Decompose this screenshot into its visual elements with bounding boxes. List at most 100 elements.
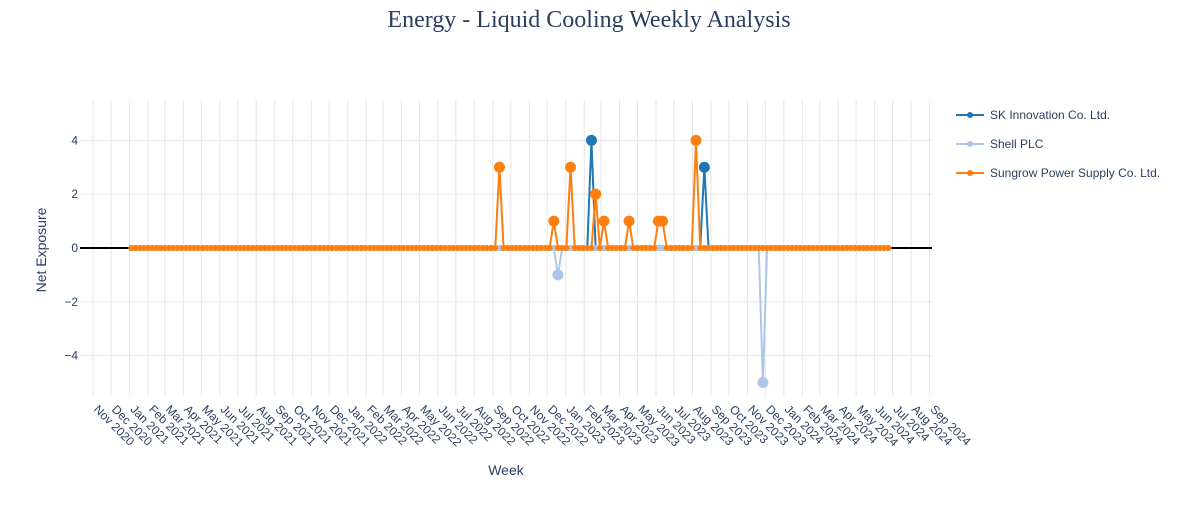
baseline-point [713, 245, 720, 251]
baseline-point [529, 245, 536, 251]
baseline-point [454, 245, 461, 251]
baseline-point [722, 245, 729, 251]
legend-label: Sungrow Power Supply Co. Ltd. [990, 166, 1160, 180]
baseline-point [262, 245, 269, 251]
baseline-point [743, 245, 750, 251]
baseline-point [157, 245, 164, 251]
baseline-point [228, 245, 235, 251]
baseline-point [270, 245, 277, 251]
baseline-point [333, 245, 340, 251]
baseline-point [504, 245, 511, 251]
baseline-point [751, 245, 758, 251]
baseline-point [153, 245, 160, 251]
data-point[interactable] [598, 215, 610, 227]
baseline-point [588, 245, 595, 251]
baseline-point [701, 245, 708, 251]
baseline-point [266, 245, 273, 251]
baseline-point [496, 245, 503, 251]
baseline-point [525, 245, 532, 251]
baseline-point [546, 245, 553, 251]
baseline-point [416, 245, 423, 251]
baseline-point [379, 245, 386, 251]
legend-item[interactable]: SK Innovation Co. Ltd. [956, 108, 1110, 122]
legend-item[interactable]: Sungrow Power Supply Co. Ltd. [956, 166, 1160, 180]
data-point[interactable] [690, 134, 702, 146]
baseline-point [450, 245, 457, 251]
baseline-point [872, 245, 879, 251]
baseline-point [341, 245, 348, 251]
baseline-point [768, 245, 775, 251]
baseline-point [801, 245, 808, 251]
data-point[interactable] [493, 161, 505, 173]
baseline-point [881, 245, 888, 251]
baseline-point [425, 245, 432, 251]
legend-label: Shell PLC [990, 137, 1044, 151]
baseline-point [709, 245, 716, 251]
baseline-point [245, 245, 252, 251]
baseline-point [170, 245, 177, 251]
baseline-point [818, 245, 825, 251]
baseline-point [805, 245, 812, 251]
baseline-point [241, 245, 248, 251]
y-tick-label: −4 [64, 349, 78, 363]
baseline-point [580, 245, 587, 251]
baseline-point [571, 245, 578, 251]
baseline-point [145, 245, 152, 251]
baseline-point [718, 245, 725, 251]
baseline-point [258, 245, 265, 251]
baseline-point [483, 245, 490, 251]
baseline-point [253, 245, 260, 251]
baseline-point [166, 245, 173, 251]
baseline-point [299, 245, 306, 251]
data-point[interactable] [585, 134, 597, 146]
baseline-point [864, 245, 871, 251]
baseline-point [479, 245, 486, 251]
baseline-point [835, 245, 842, 251]
baseline-point [320, 245, 327, 251]
baseline-point [232, 245, 239, 251]
baseline-point [128, 245, 135, 251]
baseline-point [843, 245, 850, 251]
baseline-point [655, 245, 662, 251]
baseline-point [174, 245, 181, 251]
data-point[interactable] [565, 161, 577, 173]
baseline-point [513, 245, 520, 251]
baseline-point [329, 245, 336, 251]
baseline-point [467, 245, 474, 251]
baseline-point [358, 245, 365, 251]
data-point[interactable] [698, 161, 710, 173]
series-layer [128, 134, 892, 389]
baseline-point [793, 245, 800, 251]
legend[interactable]: SK Innovation Co. Ltd. Shell PLC Sungrow P… [956, 108, 1160, 180]
baseline-point [207, 245, 214, 251]
data-point[interactable] [548, 215, 560, 227]
data-point[interactable] [757, 377, 769, 389]
data-point[interactable] [590, 188, 602, 200]
baseline-point [287, 245, 294, 251]
baseline-point [345, 245, 352, 251]
baseline-point [429, 245, 436, 251]
data-point[interactable] [552, 269, 564, 281]
baseline-point [764, 245, 771, 251]
baseline-point [734, 245, 741, 251]
baseline-point [596, 245, 603, 251]
baseline-point [667, 245, 674, 251]
baseline-point [692, 245, 699, 251]
data-point[interactable] [623, 215, 635, 227]
series-3 [128, 134, 892, 251]
y-tick-label: −2 [64, 295, 78, 309]
baseline-point [178, 245, 185, 251]
series-line [131, 247, 889, 384]
y-tick-label: 2 [71, 187, 78, 201]
baseline-point [747, 245, 754, 251]
baseline-point [408, 245, 415, 251]
data-point[interactable] [657, 215, 669, 227]
baseline-point [324, 245, 331, 251]
baseline-point [559, 245, 566, 251]
legend-item[interactable]: Shell PLC [956, 137, 1044, 151]
baseline-point [772, 245, 779, 251]
baseline-point [370, 245, 377, 251]
baseline-point [605, 245, 612, 251]
